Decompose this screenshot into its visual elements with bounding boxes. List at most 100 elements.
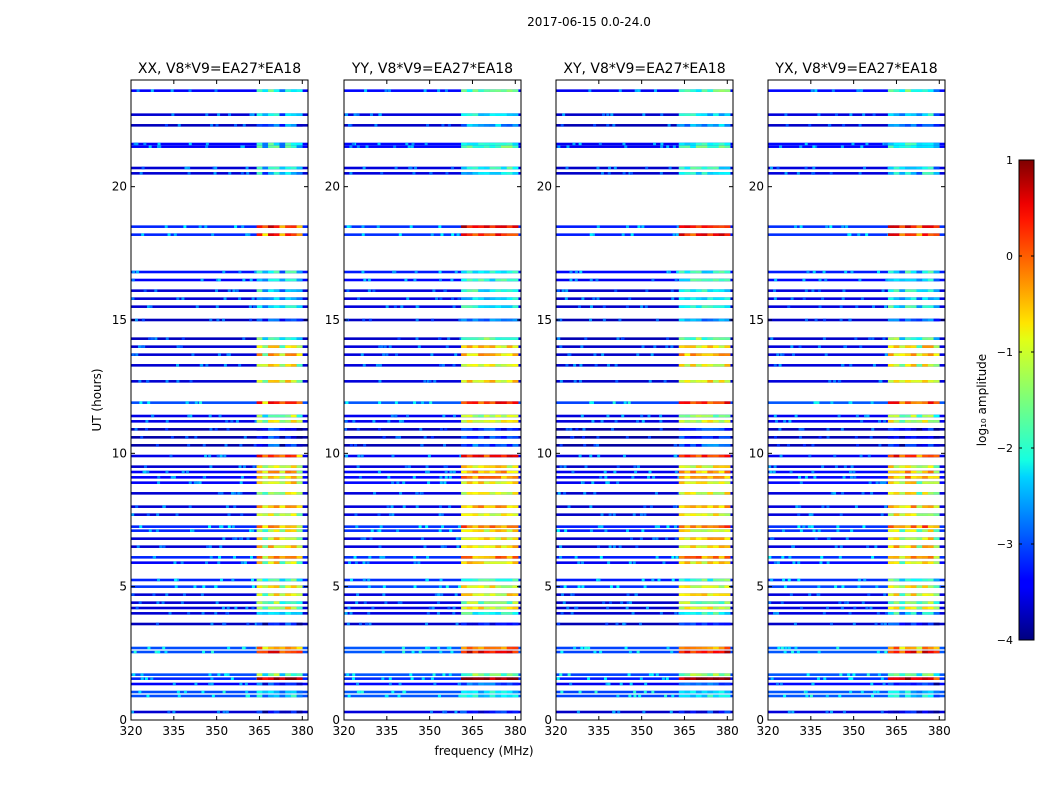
noise-cell <box>253 444 257 447</box>
rfi-cell <box>695 694 702 698</box>
rfi-cell <box>478 89 485 92</box>
rfi-cell <box>290 345 297 348</box>
noise-cell <box>872 113 876 116</box>
rfi-cell <box>489 166 496 170</box>
rfi-cell <box>707 673 714 676</box>
colorbar-tick-label: 1 <box>1006 154 1013 167</box>
rfi-cell <box>678 380 685 383</box>
rfi-cell <box>296 305 303 308</box>
rfi-cell <box>478 561 485 564</box>
scan-row <box>344 420 521 423</box>
noise-cell <box>874 622 878 626</box>
noise-cell <box>202 444 206 447</box>
noise-cell <box>805 694 809 698</box>
rfi-cell <box>262 353 269 356</box>
rfi-cell <box>905 690 912 694</box>
rfi-cell <box>506 529 513 532</box>
noise-cell <box>349 612 353 615</box>
noise-cell <box>431 606 435 610</box>
noise-cell <box>404 465 408 468</box>
rfi-cell <box>905 278 912 282</box>
noise-cell <box>356 428 360 431</box>
noise-cell <box>217 278 221 282</box>
rfi-cell <box>472 142 479 146</box>
noise-cell <box>452 414 456 418</box>
noise-cell <box>804 289 808 292</box>
rfi-cell <box>285 492 292 495</box>
rfi-cell <box>296 401 303 404</box>
scan-row <box>768 233 945 236</box>
noise-cell <box>845 225 849 228</box>
rfi-cell <box>512 537 519 540</box>
rfi-cell <box>893 166 900 170</box>
noise-cell <box>603 677 607 680</box>
noise-cell <box>817 585 821 588</box>
noise-cell <box>641 420 645 423</box>
scan-row <box>556 606 733 610</box>
noise-cell <box>570 612 574 615</box>
rfi-cell <box>690 690 697 694</box>
rfi-cell <box>910 481 917 484</box>
rfi-cell <box>707 710 714 714</box>
rfi-cell <box>461 505 468 508</box>
rfi-cell <box>695 673 702 676</box>
noise-cell <box>841 585 845 588</box>
rfi-cell <box>285 225 292 228</box>
noise-cell <box>443 481 447 484</box>
scan-row <box>344 537 521 540</box>
noise-cell <box>155 622 159 626</box>
rfi-cell <box>678 166 685 170</box>
noise-cell <box>584 465 588 468</box>
rfi-cell <box>256 694 263 698</box>
rfi-cell <box>290 694 297 698</box>
rfi-cell <box>489 682 496 686</box>
rfi-cell <box>933 525 940 528</box>
rfi-cell <box>718 646 725 650</box>
rfi-cell <box>262 166 269 170</box>
rfi-cell <box>905 353 912 356</box>
noise-cell <box>378 364 382 367</box>
noise-cell <box>557 145 561 148</box>
rfi-cell <box>927 454 934 458</box>
rfi-cell <box>290 233 297 236</box>
noise-cell <box>225 420 229 423</box>
rfi-cell <box>495 710 502 714</box>
rfi-cell <box>922 561 929 564</box>
rfi-cell <box>899 529 906 532</box>
rfi-cell <box>285 318 292 322</box>
rfi-cell <box>678 682 685 686</box>
rfi-cell <box>466 318 473 322</box>
noise-cell <box>347 124 351 127</box>
noise-cell <box>607 682 611 686</box>
noise-cell <box>245 166 249 170</box>
rfi-cell <box>262 172 269 175</box>
rfi-cell <box>495 476 502 479</box>
rfi-cell <box>268 556 275 559</box>
noise-cell <box>621 233 625 236</box>
rfi-cell <box>268 454 275 458</box>
rfi-cell <box>910 337 917 340</box>
rfi-cell <box>501 537 508 540</box>
rfi-cell <box>506 476 513 479</box>
rfi-cell <box>290 436 297 439</box>
rfi-cell <box>899 470 906 474</box>
noise-cell <box>377 428 381 431</box>
noise-cell <box>565 166 569 170</box>
noise-cell <box>181 297 185 300</box>
noise-cell <box>842 289 846 292</box>
noise-cell <box>367 289 371 292</box>
rfi-cell <box>483 492 490 495</box>
scan-row <box>344 585 521 588</box>
rfi-cell <box>296 601 303 604</box>
noise-cell <box>430 233 434 236</box>
y-tick-label: 5 <box>119 580 127 594</box>
noise-cell <box>613 470 617 474</box>
rfi-cell <box>718 428 725 431</box>
rfi-cell <box>461 481 468 484</box>
rfi-cell <box>273 513 280 516</box>
rfi-cell <box>678 710 685 714</box>
noise-cell <box>571 470 575 474</box>
rfi-cell <box>684 710 691 714</box>
noise-cell <box>215 124 219 127</box>
noise-cell <box>143 465 147 468</box>
